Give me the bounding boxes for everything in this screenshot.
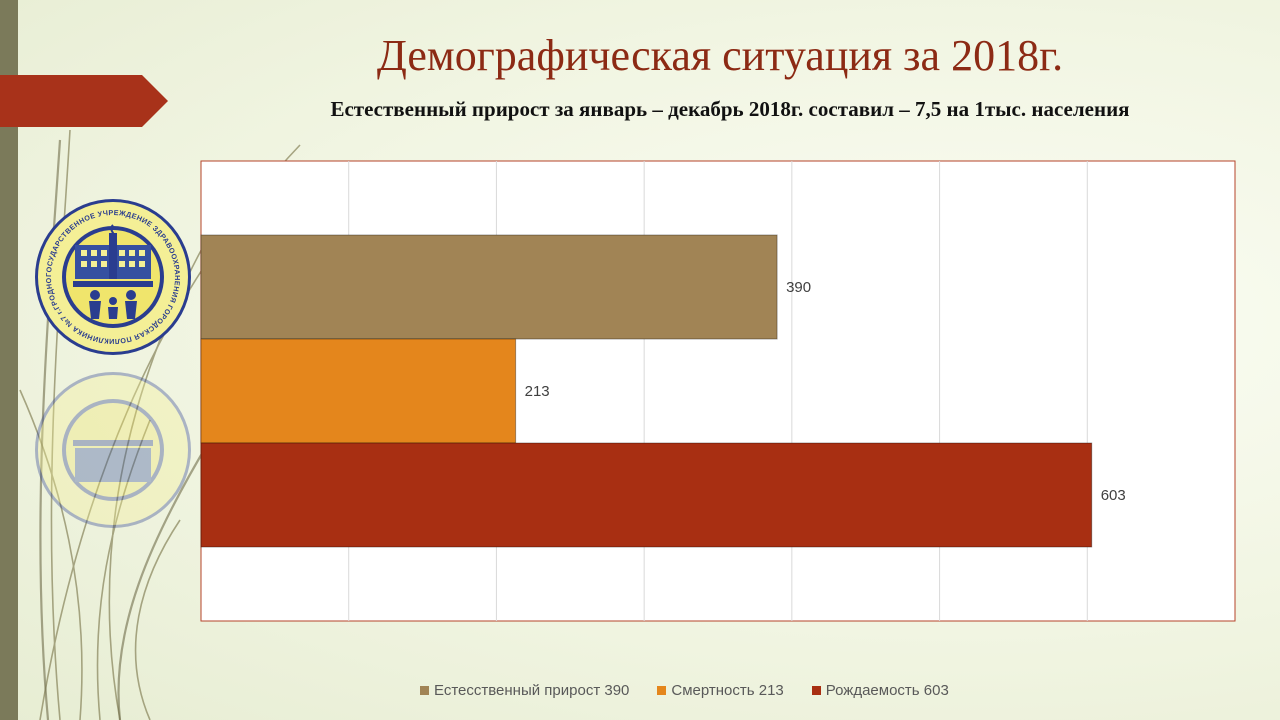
- slide-title: Демографическая ситуация за 2018г.: [376, 31, 1064, 80]
- left-decor-strip: [0, 0, 18, 720]
- chart-bars: [200, 234, 1093, 548]
- data-label-2: 213: [525, 383, 550, 400]
- legend-swatch: [811, 686, 821, 695]
- legend-swatch: [657, 686, 667, 695]
- legend-label: Рождаемость 603: [825, 682, 949, 699]
- chart-subtitle: Естественный прирост за январь – декабрь…: [330, 97, 1130, 121]
- bar-2: [200, 338, 517, 444]
- legend-item-1: Естесственный прирост 390: [420, 682, 629, 699]
- data-label-3: 603: [1101, 487, 1126, 504]
- bar-1: [200, 234, 778, 340]
- arrow-tab: [0, 75, 168, 127]
- clinic-emblem-logo: ГОСУДАРСТВЕННОЕ УЧРЕЖДЕНИЕ ЗДРАВООХРАНЕН…: [35, 199, 191, 355]
- legend-label: Смертность 213: [671, 682, 784, 699]
- legend-item-2: Смертность 213: [657, 682, 784, 699]
- bar-3: [200, 442, 1093, 548]
- clinic-emblem-reflection: [35, 372, 191, 528]
- legend-label: Естесственный прирост 390: [434, 682, 630, 699]
- data-label-1: 390: [786, 279, 811, 296]
- chart-data-labels: 390 213 603: [525, 279, 1126, 504]
- chart-legend: Естесственный прирост 390 Смертность 213 Р…: [420, 682, 949, 699]
- legend-item-3: Рождаемость 603: [811, 682, 949, 699]
- legend-swatch: [420, 686, 429, 695]
